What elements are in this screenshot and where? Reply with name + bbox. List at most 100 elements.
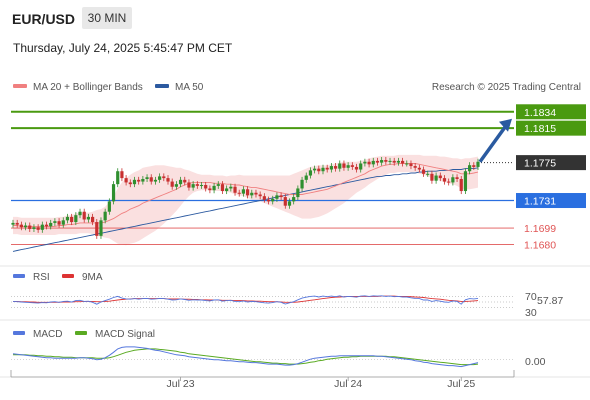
candle-body — [426, 173, 430, 175]
candle-body — [212, 185, 216, 191]
candle-body — [317, 168, 321, 172]
candle — [132, 176, 137, 188]
candle — [195, 181, 199, 189]
candle-body — [333, 166, 338, 169]
candle — [405, 160, 409, 167]
candle — [237, 189, 241, 197]
candle — [430, 170, 434, 184]
candle-body — [233, 186, 237, 193]
candle — [103, 208, 107, 224]
candle — [442, 175, 447, 185]
candle-body — [82, 211, 86, 220]
candle-body — [216, 184, 220, 186]
candle — [463, 168, 468, 195]
candle-body — [65, 216, 70, 221]
candle-body — [300, 179, 304, 189]
candle-body — [191, 184, 195, 188]
candle — [36, 224, 40, 233]
candle-body — [53, 221, 57, 223]
candle — [459, 175, 463, 195]
candle-body — [380, 160, 384, 163]
candle-body — [417, 167, 421, 170]
candle-body — [116, 171, 120, 185]
candle — [434, 172, 438, 184]
candle — [78, 208, 82, 219]
candle-body — [162, 176, 166, 179]
candle — [409, 160, 413, 170]
candle-body — [350, 165, 354, 167]
time-axis: Jul 23 Jul 24 Jul 25 — [10, 370, 515, 390]
candle-body — [49, 222, 53, 227]
ma50-legend-label: MA 50 — [175, 82, 204, 93]
candle — [304, 172, 308, 183]
candle — [191, 181, 195, 191]
resistance-1-label: 1.1815 — [524, 123, 556, 135]
candle-body — [321, 167, 325, 172]
candle — [158, 173, 162, 183]
candle-body — [199, 185, 204, 187]
candle — [359, 160, 363, 173]
candle — [476, 158, 480, 170]
candle-body — [476, 161, 480, 167]
candle — [28, 222, 32, 232]
candle-body — [174, 184, 178, 187]
forecast-arrow — [478, 118, 512, 163]
candle-body — [229, 186, 233, 189]
candle-body — [40, 224, 44, 230]
candle — [61, 217, 65, 228]
candle — [15, 219, 19, 228]
candle — [166, 175, 170, 185]
candle-body — [95, 222, 99, 236]
candle — [275, 192, 279, 202]
bollinger-band-area — [13, 154, 478, 246]
candle — [111, 181, 116, 205]
candle-body — [149, 177, 153, 182]
candle-body — [178, 179, 183, 185]
macd-signal-line — [13, 348, 479, 366]
candle — [300, 176, 304, 192]
candle-body — [183, 179, 187, 183]
candle — [333, 163, 338, 172]
candle — [82, 208, 86, 223]
candle-body — [292, 197, 296, 202]
rsi-upper-label: 70 — [525, 291, 537, 303]
candle — [170, 178, 174, 190]
candle-body — [23, 225, 28, 228]
ma50-line — [12, 167, 479, 252]
support-2-label: 1.1680 — [524, 239, 556, 251]
candle-body — [371, 160, 375, 165]
macd-line — [12, 346, 479, 368]
candle-body — [275, 195, 279, 199]
candle — [308, 167, 313, 179]
candle — [262, 193, 266, 203]
candle — [57, 218, 61, 228]
candle-body — [434, 175, 438, 181]
macd-zero-label: 0.00 — [525, 356, 546, 368]
rsi-ma-legend-swatch — [62, 274, 74, 278]
candle — [375, 157, 380, 166]
candle — [346, 162, 350, 171]
candle-body — [405, 163, 409, 165]
candle — [254, 189, 258, 198]
candle-body — [472, 165, 476, 167]
ma20-legend-label: MA 20 + Bollinger Bands — [33, 82, 143, 93]
credit-text: Research © 2025 Trading Central — [432, 82, 581, 93]
candle — [183, 176, 187, 186]
candle-body — [166, 178, 170, 182]
candle — [321, 164, 325, 175]
candle-body — [338, 163, 342, 169]
candle-body — [329, 166, 333, 170]
candle-body — [70, 216, 74, 223]
candle — [178, 176, 183, 188]
candle-body — [279, 195, 283, 198]
candle-body — [220, 184, 225, 192]
candle-body — [367, 161, 371, 165]
moving-averages — [12, 163, 479, 252]
candle-body — [61, 220, 65, 225]
candle — [329, 163, 333, 173]
candle — [384, 157, 388, 165]
candle — [95, 219, 99, 239]
candle-body — [153, 179, 158, 182]
timeframe-badge[interactable]: 30 MIN — [82, 7, 132, 29]
candle — [40, 221, 44, 233]
